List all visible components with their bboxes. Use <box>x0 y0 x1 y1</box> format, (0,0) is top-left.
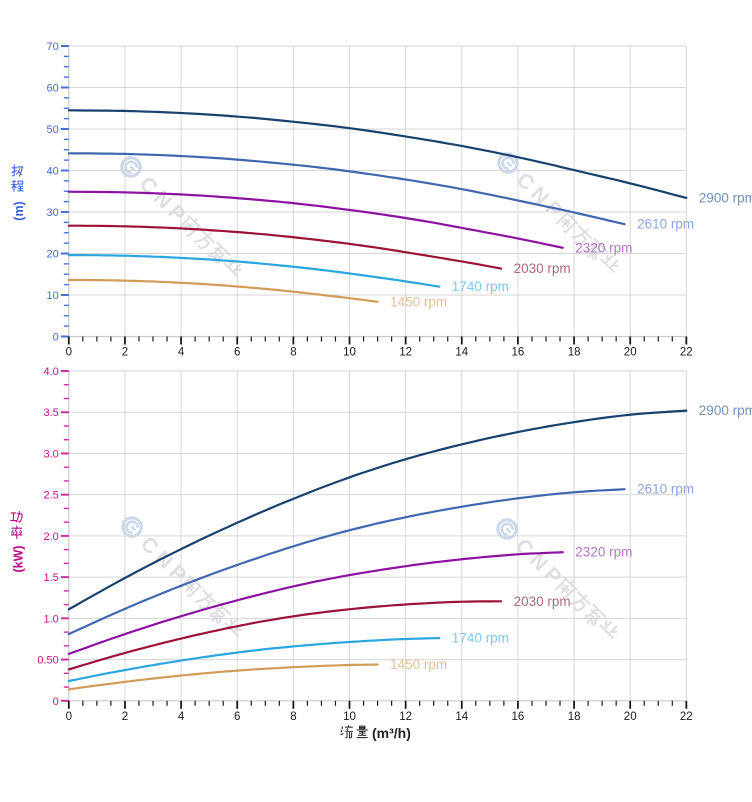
svg-text:30: 30 <box>47 207 59 219</box>
svg-text:2900 rpm: 2900 rpm <box>699 403 752 418</box>
svg-text:12: 12 <box>399 711 412 723</box>
svg-text:8: 8 <box>290 347 296 359</box>
svg-text:16: 16 <box>512 347 525 359</box>
svg-text:20: 20 <box>624 711 637 723</box>
svg-text:18: 18 <box>568 711 581 723</box>
svg-text:6: 6 <box>234 711 240 723</box>
svg-text:1.0: 1.0 <box>44 613 59 625</box>
svg-text:0: 0 <box>53 696 59 708</box>
svg-text:4.0: 4.0 <box>44 366 59 378</box>
svg-text:2610 rpm: 2610 rpm <box>637 217 694 232</box>
svg-text:6: 6 <box>234 347 240 359</box>
svg-text:1740 rpm: 1740 rpm <box>452 631 509 646</box>
svg-text:22: 22 <box>680 347 693 359</box>
svg-text:2030 rpm: 2030 rpm <box>514 261 571 276</box>
svg-text:12: 12 <box>399 347 412 359</box>
svg-text:0: 0 <box>66 347 72 359</box>
svg-text:2030 rpm: 2030 rpm <box>514 594 571 609</box>
svg-text:1450 rpm: 1450 rpm <box>390 294 447 309</box>
svg-text:20: 20 <box>624 347 637 359</box>
svg-text:3.0: 3.0 <box>44 448 59 460</box>
svg-text:2.5: 2.5 <box>44 490 59 502</box>
svg-text:(m³/h): (m³/h) <box>372 725 411 741</box>
svg-text:22: 22 <box>680 711 693 723</box>
svg-text:0.50: 0.50 <box>37 655 58 667</box>
svg-text:2320 rpm: 2320 rpm <box>575 240 632 255</box>
svg-text:4: 4 <box>178 711 185 723</box>
svg-text:8: 8 <box>290 711 296 723</box>
svg-text:(m): (m) <box>12 201 26 220</box>
svg-text:18: 18 <box>568 347 581 359</box>
svg-text:50: 50 <box>47 124 59 136</box>
svg-text:40: 40 <box>47 166 59 178</box>
svg-text:14: 14 <box>455 711 468 723</box>
svg-text:10: 10 <box>343 347 356 359</box>
svg-text:16: 16 <box>512 711 525 723</box>
svg-text:2320 rpm: 2320 rpm <box>575 545 632 560</box>
svg-text:3.5: 3.5 <box>44 407 59 419</box>
svg-text:14: 14 <box>455 347 468 359</box>
svg-text:1.5: 1.5 <box>44 572 59 584</box>
svg-text:10: 10 <box>47 290 59 302</box>
svg-text:1740 rpm: 1740 rpm <box>452 279 509 294</box>
svg-text:2: 2 <box>122 711 128 723</box>
svg-text:2610 rpm: 2610 rpm <box>637 482 694 497</box>
svg-text:0: 0 <box>66 711 72 723</box>
svg-text:1450 rpm: 1450 rpm <box>390 657 447 672</box>
svg-text:60: 60 <box>47 83 59 95</box>
svg-text:2: 2 <box>122 347 128 359</box>
svg-text:70: 70 <box>47 41 59 53</box>
svg-text:10: 10 <box>343 711 356 723</box>
svg-text:4: 4 <box>178 347 185 359</box>
svg-text:20: 20 <box>47 249 59 261</box>
svg-text:(kW): (kW) <box>12 545 26 572</box>
svg-text:2900 rpm: 2900 rpm <box>699 190 752 205</box>
svg-text:0: 0 <box>53 332 59 344</box>
svg-text:2.0: 2.0 <box>44 531 59 543</box>
